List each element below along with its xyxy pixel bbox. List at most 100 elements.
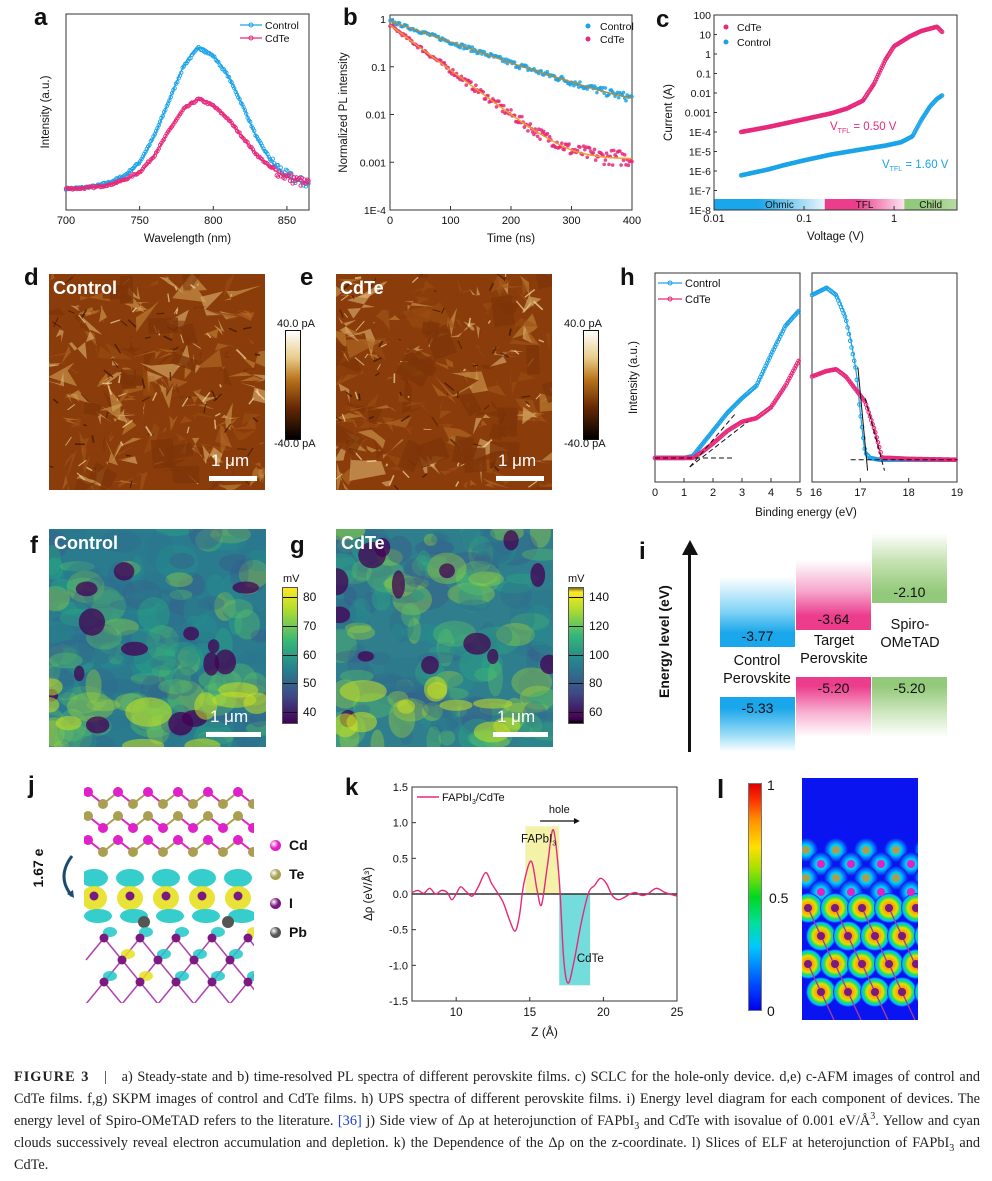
potential-blob <box>455 568 483 596</box>
atom <box>233 787 243 797</box>
data-point <box>526 129 530 133</box>
data-point <box>879 65 884 71</box>
grain <box>397 392 428 408</box>
elf-colorbar <box>748 783 762 1011</box>
grain <box>457 278 476 294</box>
x-tick-label: 750 <box>130 215 148 227</box>
atom <box>877 860 885 868</box>
elf-region <box>914 925 918 947</box>
potential-blob <box>495 626 513 646</box>
grain <box>159 373 175 399</box>
potential-blob <box>351 562 393 579</box>
panel-label-f: f <box>30 532 38 559</box>
potential-blob <box>151 665 171 678</box>
grain <box>522 321 533 344</box>
grain-edge <box>336 473 343 480</box>
atom <box>898 932 906 940</box>
x-tick-label: 400 <box>623 215 641 227</box>
potential-blob <box>250 629 266 643</box>
data-point <box>610 163 615 167</box>
series-control <box>388 18 634 103</box>
grain-edge <box>366 459 377 463</box>
grain <box>199 435 232 453</box>
series-cdte <box>388 23 634 168</box>
data-point <box>585 155 590 160</box>
depletion-cloud <box>192 909 220 923</box>
high-potential-region <box>212 691 257 708</box>
grain-edge <box>358 393 361 401</box>
potential-blob <box>230 556 249 590</box>
atom <box>188 847 198 857</box>
caption-text: . Yellow and cyan clouds successively re… <box>14 1113 980 1151</box>
atom <box>218 823 228 833</box>
citation-link[interactable]: [36] <box>337 1113 362 1129</box>
grain <box>96 373 111 389</box>
series-line <box>811 368 958 461</box>
flat-region <box>541 374 552 404</box>
series-cdte <box>738 24 945 135</box>
label-line: Control <box>733 653 781 669</box>
data-point <box>470 45 475 49</box>
potential-blob <box>163 678 182 700</box>
grain <box>123 394 137 401</box>
grain <box>337 278 364 285</box>
grain-edge <box>127 319 137 328</box>
potential-blob <box>511 667 553 698</box>
grain-edge <box>78 314 86 324</box>
potential-blob <box>336 628 357 664</box>
grain <box>70 417 82 429</box>
potential-blob <box>49 652 83 669</box>
potential-blob <box>169 552 195 569</box>
potential-blob <box>233 710 248 747</box>
grain-edge <box>181 397 189 407</box>
data-point <box>237 97 242 102</box>
potential-blob <box>100 530 142 553</box>
colorbar-tick-label: 70 <box>303 618 317 633</box>
x-tick-label: 15 <box>523 1007 536 1019</box>
potential-blob <box>169 589 193 601</box>
potential-blob <box>238 650 258 668</box>
spiro-homo-band: -5.20 <box>872 677 947 737</box>
grain-edge <box>411 276 419 284</box>
grain <box>142 364 158 396</box>
grain <box>49 345 72 365</box>
y-tick-label: 0.1 <box>371 62 386 74</box>
grain <box>513 406 538 425</box>
potential-blob <box>65 639 99 650</box>
grain <box>528 486 552 490</box>
y-tick-label: -1.0 <box>389 960 408 972</box>
atom <box>128 847 138 857</box>
grain-edge <box>380 343 387 348</box>
potential-blob <box>51 699 94 713</box>
potential-blob <box>459 529 496 551</box>
legend-label: FAPbI3/CdTe <box>442 792 505 806</box>
potential-blob <box>437 642 455 656</box>
data-point <box>593 158 598 162</box>
potential-blob <box>49 639 96 667</box>
grain-edge <box>491 346 497 354</box>
potential-blob <box>49 621 75 646</box>
potential-blob <box>50 578 74 591</box>
grain-edge <box>444 382 455 392</box>
elf-region <box>802 949 823 979</box>
flat-region <box>170 352 199 372</box>
grain <box>470 479 478 486</box>
data-point <box>618 149 622 153</box>
grain <box>158 403 179 432</box>
potential-blob <box>401 623 446 642</box>
flat-region <box>88 462 118 489</box>
series-line <box>65 98 310 190</box>
potential-blob <box>155 636 198 651</box>
bond <box>103 937 123 961</box>
y-axis-label: Normalized PL intensity <box>338 52 350 173</box>
grain-edge <box>354 276 362 280</box>
potential-blob <box>426 724 444 743</box>
depletion-cloud <box>84 869 108 887</box>
grain <box>258 468 265 485</box>
colorbar-current <box>285 330 301 440</box>
grain <box>102 434 106 453</box>
grain-edge <box>78 459 87 467</box>
series-line <box>411 829 678 984</box>
potential-blob <box>416 550 431 572</box>
flat-region <box>179 322 198 346</box>
